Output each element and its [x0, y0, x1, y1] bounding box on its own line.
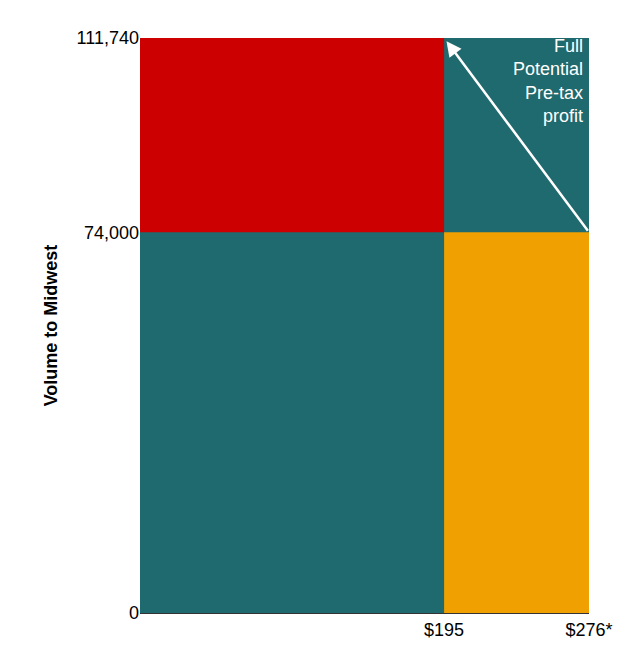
svg-text:111,740: 111,740: [77, 28, 139, 48]
svg-text:$276*: $276*: [565, 620, 612, 640]
svg-text:FullPotentialPre-taxprofit: FullPotentialPre-taxprofit: [513, 36, 583, 126]
svg-text:74,000: 74,000: [84, 223, 139, 243]
svg-text:Volume to Midwest: Volume to Midwest: [41, 245, 61, 407]
svg-text:0: 0: [129, 603, 139, 623]
svg-text:$195: $195: [424, 620, 464, 640]
